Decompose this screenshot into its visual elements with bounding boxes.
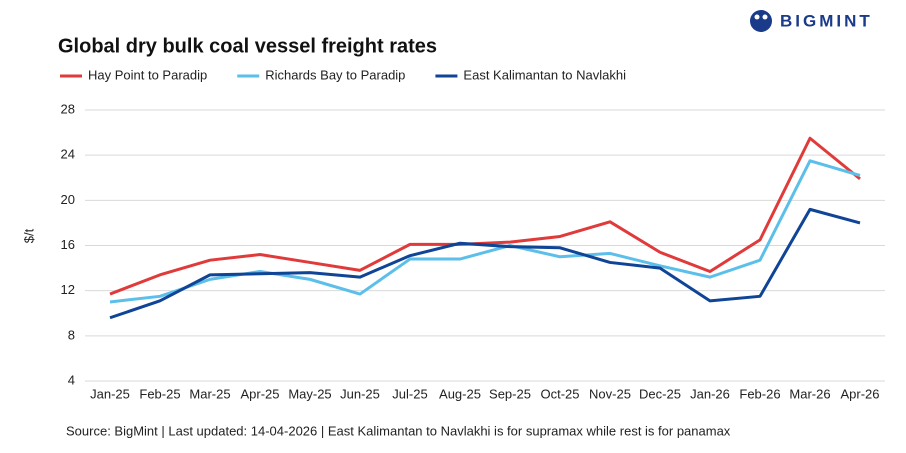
x-tick-label: Aug-25 (439, 386, 481, 401)
series-line (109, 136, 861, 296)
x-tick-label: Feb-26 (739, 386, 780, 401)
logo-icon-dot (754, 14, 760, 20)
source-note: Source: BigMint | Last updated: 14-04-20… (66, 423, 731, 438)
x-tick-label: Apr-26 (840, 386, 879, 401)
x-tick-label: Jan-25 (90, 386, 130, 401)
x-tick-label: Dec-25 (639, 386, 681, 401)
x-tick-label: Oct-25 (540, 386, 579, 401)
x-tick-label: Feb-25 (139, 386, 180, 401)
chart-title: Global dry bulk coal vessel freight rate… (58, 35, 437, 57)
y-tick-label: 4 (68, 372, 75, 387)
x-tick-label: Sep-25 (489, 386, 531, 401)
series-line (109, 207, 861, 320)
x-tick-label: Jul-25 (392, 386, 427, 401)
x-tick-label: Jun-25 (340, 386, 380, 401)
series-line (109, 159, 861, 304)
y-tick-label: 24 (61, 147, 75, 162)
x-tick-label: Jan-26 (690, 386, 730, 401)
legend-label: Richards Bay to Paradip (265, 67, 405, 82)
logo-icon-dot (762, 14, 768, 20)
legend-label: East Kalimantan to Navlakhi (463, 67, 626, 82)
x-tick-label: May-25 (288, 386, 331, 401)
x-tick-label: Mar-25 (189, 386, 230, 401)
x-tick-label: Mar-26 (789, 386, 830, 401)
y-tick-label: 28 (61, 101, 75, 116)
x-tick-label: Apr-25 (240, 386, 279, 401)
logo-icon (750, 10, 772, 32)
legend-label: Hay Point to Paradip (88, 67, 207, 82)
x-tick-label: Nov-25 (589, 386, 631, 401)
logo: BIGMINT (750, 10, 873, 32)
y-tick-label: 16 (61, 237, 75, 252)
y-tick-label: 20 (61, 192, 75, 207)
y-tick-label: 12 (61, 282, 75, 297)
y-axis-label: $/t (21, 228, 36, 243)
logo-text: BIGMINT (780, 11, 873, 30)
y-tick-label: 8 (68, 327, 75, 342)
